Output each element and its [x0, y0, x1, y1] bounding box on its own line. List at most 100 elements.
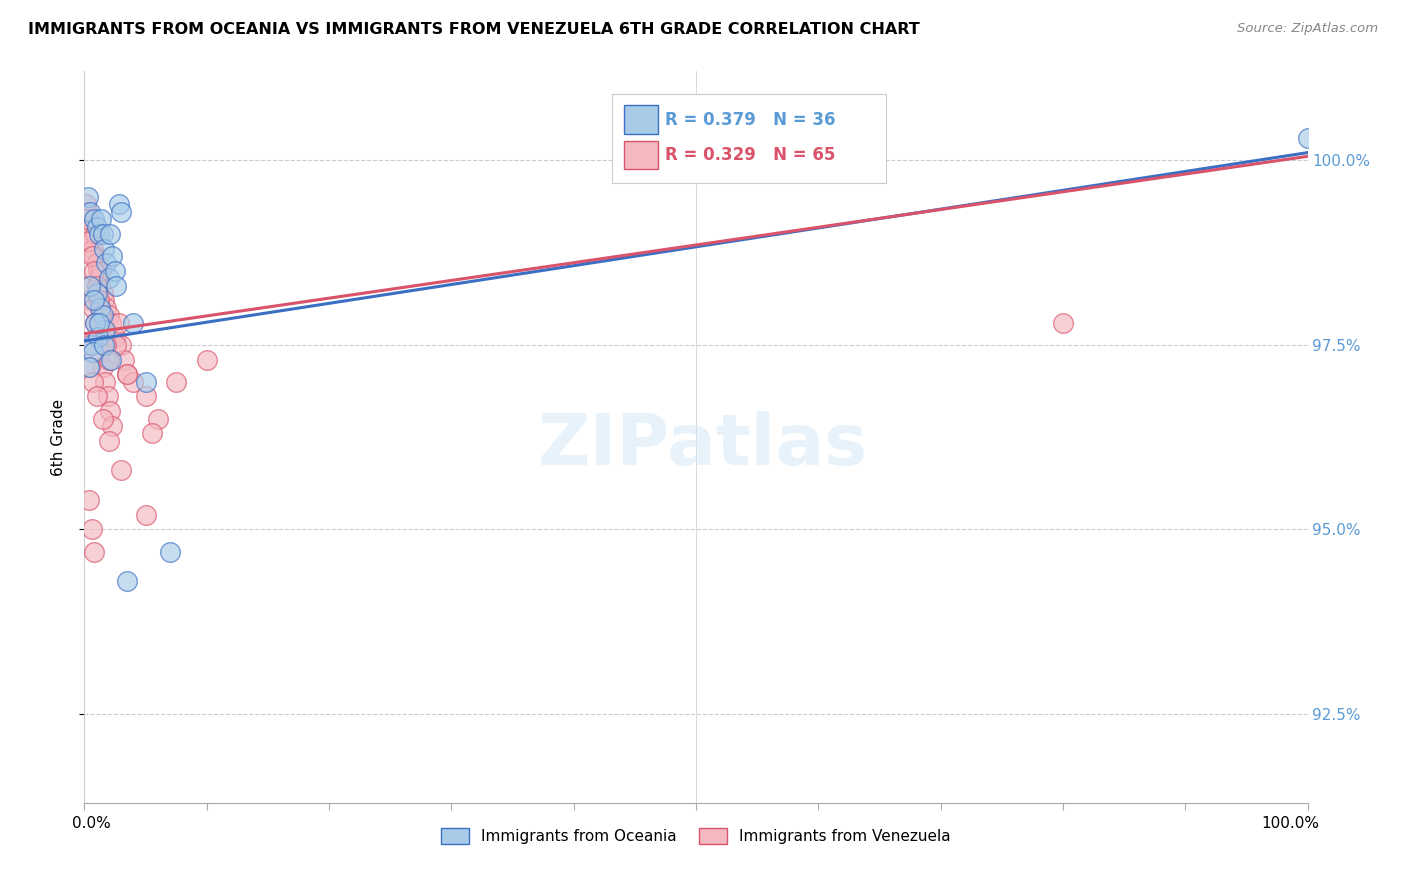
Point [107, 197, 129, 211]
Point [1052, 316, 1074, 330]
Point [110, 337, 132, 351]
Point [84, 316, 107, 330]
Point [91, 227, 114, 241]
Point [104, 264, 127, 278]
Point [146, 411, 169, 425]
Point [86, 256, 108, 270]
Point [91, 308, 114, 322]
Point [79, 227, 101, 241]
Point [195, 352, 218, 367]
Point [831, 138, 853, 153]
Point [84, 227, 107, 241]
Point [94, 375, 117, 389]
Text: Source: ZipAtlas.com: Source: ZipAtlas.com [1237, 22, 1378, 36]
Point [87, 227, 110, 241]
Point [87, 316, 110, 330]
Point [94, 323, 117, 337]
Point [122, 316, 145, 330]
Point [80, 235, 103, 249]
Point [1296, 131, 1319, 145]
Point [97, 389, 120, 403]
Point [76, 212, 98, 227]
Point [97, 308, 120, 322]
Point [110, 204, 132, 219]
Point [79, 204, 101, 219]
Point [75, 197, 97, 211]
Point [93, 242, 115, 256]
Point [83, 293, 105, 308]
Point [91, 411, 114, 425]
Point [86, 278, 108, 293]
Point [82, 375, 104, 389]
Point [86, 285, 108, 300]
Text: IMMIGRANTS FROM OCEANIA VS IMMIGRANTS FROM VENEZUELA 6TH GRADE CORRELATION CHART: IMMIGRANTS FROM OCEANIA VS IMMIGRANTS FR… [28, 22, 920, 37]
Point [86, 389, 108, 403]
Point [83, 212, 105, 227]
Legend: Immigrants from Oceania, Immigrants from Venezuela: Immigrants from Oceania, Immigrants from… [434, 822, 957, 850]
Point [77, 359, 100, 374]
Point [79, 359, 101, 374]
Point [110, 463, 132, 477]
Text: ZIPatlas: ZIPatlas [538, 411, 868, 481]
Point [101, 249, 124, 263]
Point [83, 249, 105, 263]
Point [89, 345, 111, 359]
Point [79, 278, 101, 293]
Point [93, 293, 115, 308]
Point [80, 249, 103, 263]
Point [100, 316, 122, 330]
Point [87, 264, 110, 278]
Point [79, 293, 101, 308]
Point [105, 278, 128, 293]
Point [91, 285, 114, 300]
Point [84, 316, 107, 330]
Text: R = 0.329   N = 65: R = 0.329 N = 65 [665, 146, 835, 164]
Point [98, 404, 121, 418]
Text: 100.0%: 100.0% [1261, 816, 1320, 831]
Point [96, 337, 118, 351]
Point [87, 293, 110, 308]
Text: 0.0%: 0.0% [72, 816, 111, 831]
Text: R = 0.379   N = 36: R = 0.379 N = 36 [665, 111, 835, 128]
Point [76, 204, 98, 219]
Point [90, 212, 112, 227]
Point [77, 278, 100, 293]
Point [87, 271, 110, 285]
Point [96, 256, 118, 270]
Point [77, 492, 100, 507]
Point [135, 375, 157, 389]
Point [104, 330, 127, 344]
Point [101, 419, 124, 434]
Point [77, 212, 100, 227]
Point [90, 308, 112, 322]
Point [83, 264, 105, 278]
Point [135, 508, 157, 522]
Point [96, 301, 118, 315]
Point [112, 352, 135, 367]
Point [82, 345, 104, 359]
Point [80, 337, 103, 351]
Point [90, 264, 112, 278]
Point [107, 316, 129, 330]
Point [165, 375, 187, 389]
Point [89, 278, 111, 293]
Point [77, 235, 100, 249]
Point [80, 523, 103, 537]
Point [159, 544, 181, 558]
Point [115, 574, 138, 589]
Point [93, 323, 115, 337]
Point [135, 389, 157, 403]
Point [87, 330, 110, 344]
Point [97, 352, 120, 367]
Point [82, 301, 104, 315]
Point [98, 227, 121, 241]
Point [82, 242, 104, 256]
Point [89, 301, 111, 315]
Point [77, 337, 100, 351]
Point [87, 330, 110, 344]
Point [141, 426, 163, 441]
Point [77, 190, 100, 204]
Point [93, 337, 115, 351]
Point [97, 434, 120, 448]
Y-axis label: 6th Grade: 6th Grade [51, 399, 66, 475]
